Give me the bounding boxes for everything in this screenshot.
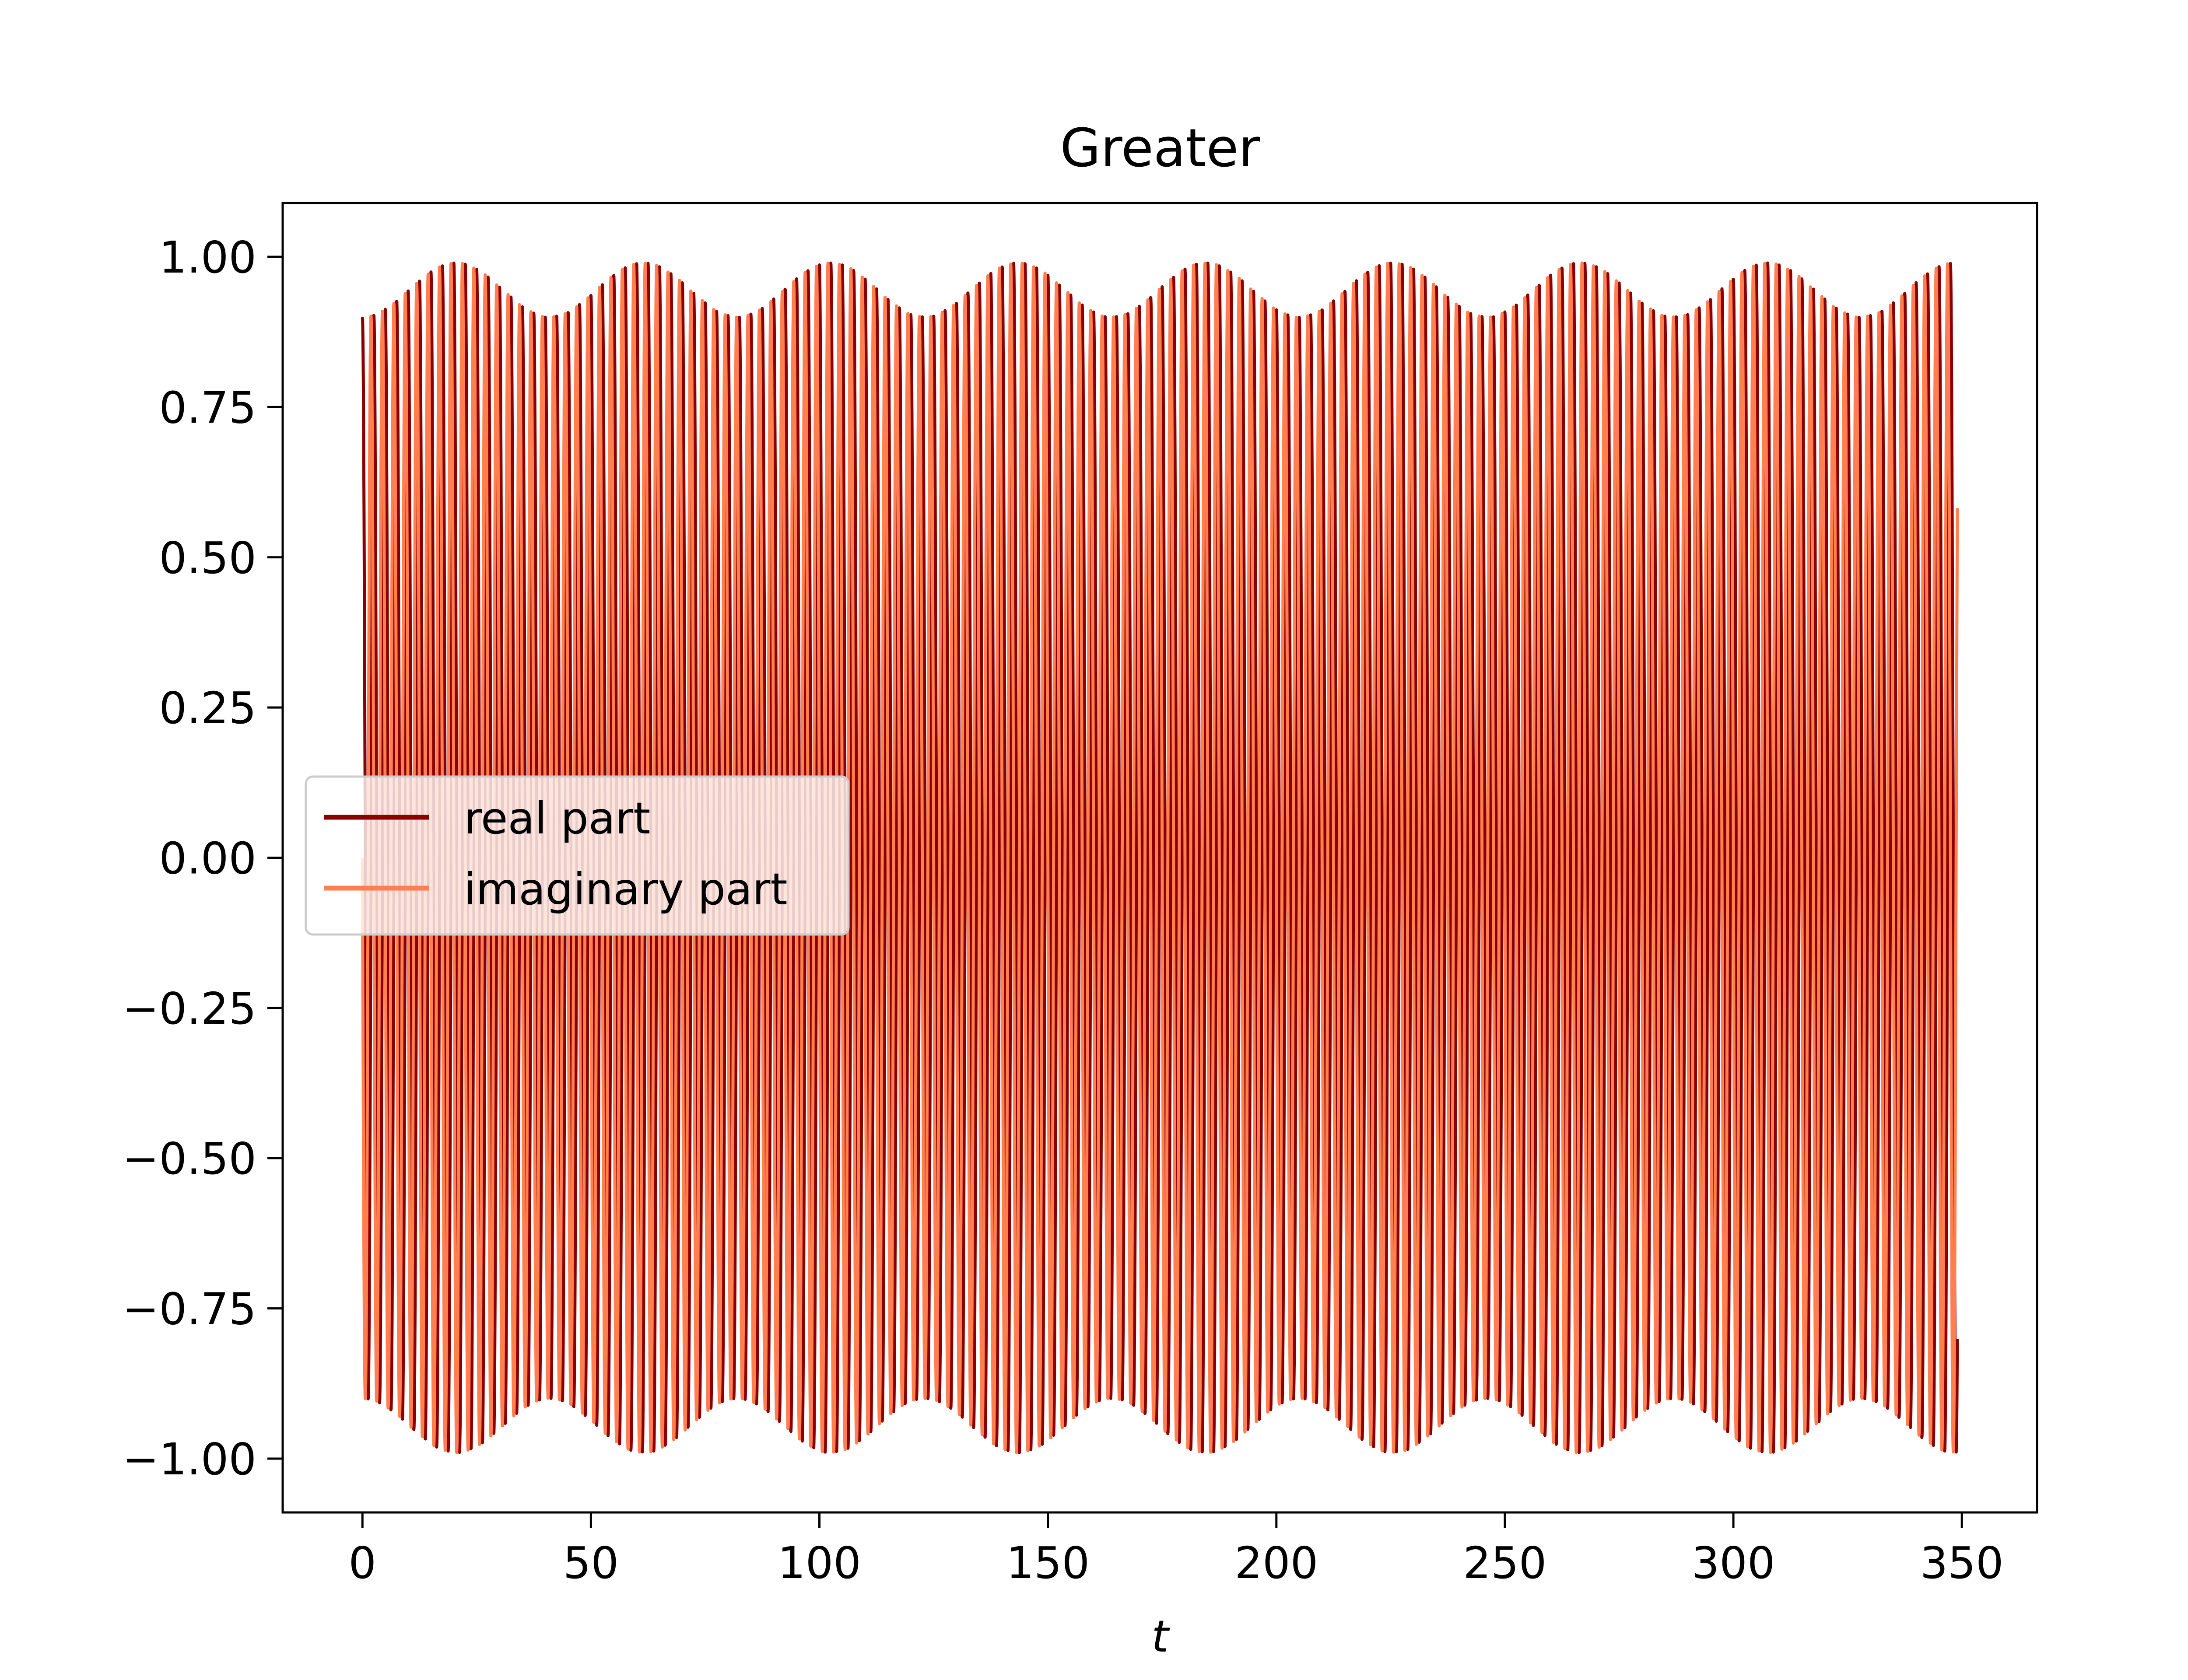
x-axis-label: t: [1151, 1611, 1170, 1662]
legend: real part imaginary part: [305, 775, 850, 936]
x-tick-label: 150: [1006, 1537, 1090, 1589]
x-tick-label: 350: [1920, 1537, 2004, 1589]
y-tick-label: −0.25: [123, 983, 256, 1034]
x-tick-label: 200: [1234, 1537, 1318, 1589]
x-tick-label: 300: [1692, 1537, 1775, 1589]
legend-label-imaginary-part: imaginary part: [464, 864, 788, 915]
x-tick-label: 250: [1463, 1537, 1546, 1589]
y-tick-label: 0.50: [159, 532, 256, 584]
x-tick-label: 50: [563, 1537, 619, 1589]
x-axis: 0 50 100 150 200 250 300 350: [348, 1512, 2004, 1589]
y-tick-label: 0.00: [159, 833, 256, 884]
legend-box: [305, 775, 850, 936]
x-tick-label: 0: [348, 1537, 376, 1589]
x-tick-label: 100: [778, 1537, 861, 1589]
axes-frame: [281, 202, 2038, 1514]
y-axis: 1.00 0.75 0.50 0.25 0.00 −0.25 −0.50 −0.75 −1.00: [123, 232, 283, 1485]
series-line-imaginary-part: [361, 261, 1959, 1454]
y-tick-label: −1.00: [123, 1434, 256, 1485]
chart-title: Greater: [1060, 118, 1260, 179]
y-tick-label: 0.25: [159, 682, 256, 734]
y-tick-label: 1.00: [159, 232, 256, 283]
y-tick-label: −0.50: [123, 1133, 256, 1184]
y-tick-label: 0.75: [159, 382, 256, 433]
legend-label-real-part: real part: [464, 793, 650, 844]
y-tick-label: −0.75: [123, 1284, 256, 1335]
